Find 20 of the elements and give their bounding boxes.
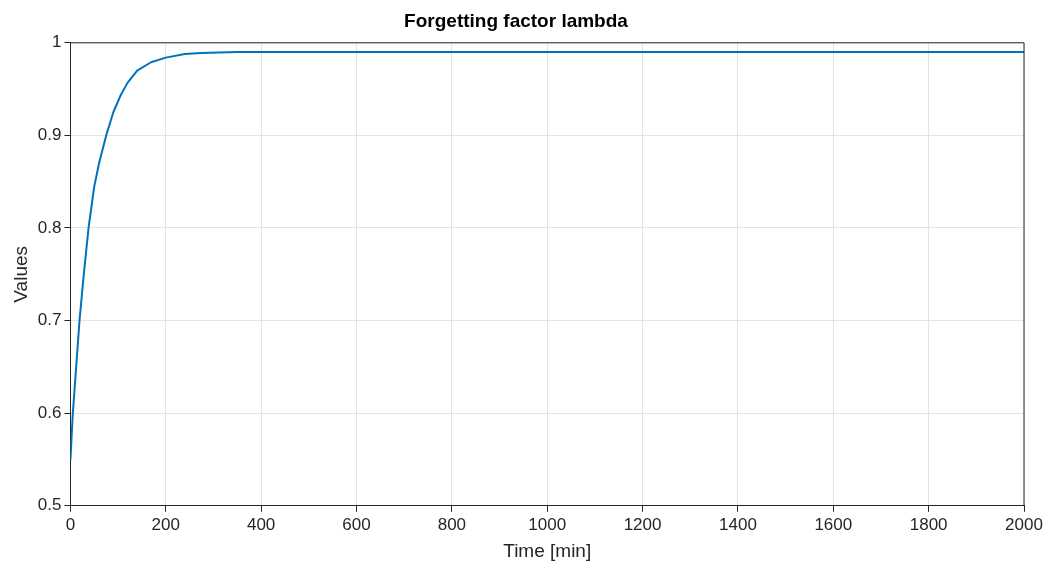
x-axis-title: Time [min] bbox=[503, 539, 592, 561]
y-axis-title: Values bbox=[9, 245, 31, 303]
y-tick-label: 0.6 bbox=[37, 402, 62, 422]
chart-title: Forgetting factor lambda bbox=[404, 9, 629, 31]
x-tick-label: 600 bbox=[342, 514, 371, 534]
x-tick-label: 1600 bbox=[814, 514, 853, 534]
y-tick-label: 0.8 bbox=[37, 217, 62, 237]
y-tick-label: 0.5 bbox=[37, 495, 62, 515]
x-tick-label: 1200 bbox=[623, 514, 662, 534]
y-tick-label: 0.9 bbox=[37, 125, 62, 145]
x-tick-label: 1000 bbox=[528, 514, 567, 534]
y-tick-label: 1 bbox=[51, 32, 62, 52]
x-tick-label: 800 bbox=[437, 514, 467, 534]
x-tick-label: 400 bbox=[246, 514, 276, 534]
x-tick-label: 200 bbox=[151, 514, 180, 534]
x-tick-label: 1400 bbox=[719, 514, 757, 534]
x-tick-label: 2000 bbox=[1005, 514, 1043, 534]
x-tick-label: 1800 bbox=[909, 514, 948, 534]
x-tick-label: 0 bbox=[65, 514, 76, 534]
y-tick-label: 0.7 bbox=[37, 310, 62, 330]
